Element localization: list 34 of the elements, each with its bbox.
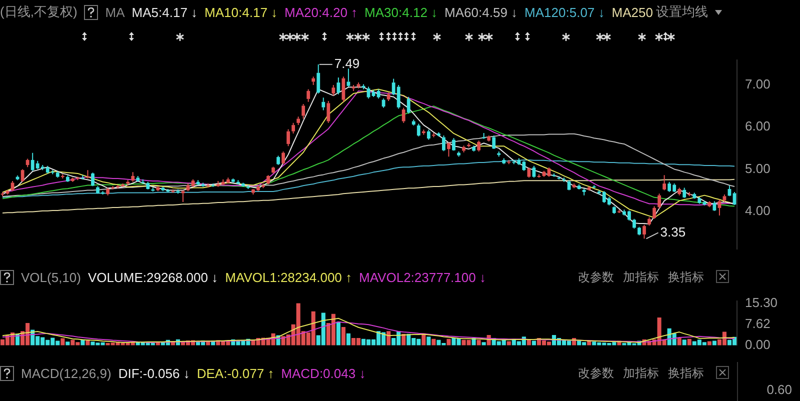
text: MA5:4.17 ↓ [132,4,198,20]
annotation: 7.49 [334,56,360,72]
y-tick-label: 0.00 [745,336,770,352]
text: 加指标 [623,268,659,286]
text: MA30:4.12 ↓ [364,4,438,20]
text: 改参数 [578,268,614,286]
text: 0.60 [766,382,792,397]
text: DEA:-0.077 ↑ [196,366,274,380]
text: VOLUME:29268.000 ↓ [88,270,218,284]
y-tick-label: 6.00 [745,118,770,134]
text: 改参数 [578,364,614,382]
text: 换指标 [668,364,704,382]
text: MA250 [612,4,653,20]
annotation: 3.35 [660,224,686,240]
text: 换指标 [668,268,704,286]
chart-subtitle: (日线,不复权) [0,3,78,21]
text: MA60:4.59 ↓ [444,4,518,20]
text: MACD(12,26,9) [21,366,112,380]
text: DIF:-0.056 ↓ [118,366,190,380]
chart-title: VOL(5,10) [21,270,81,284]
y-tick-label: 7.62 [745,316,770,331]
text: MAVOL2:23777.100 ↓ [359,270,486,284]
text: MACD:0.043 ↓ [281,366,366,380]
text: MAVOL1:28234.000 ↑ [225,270,352,284]
y-tick-label: 5.00 [745,160,770,176]
text: MA120:5.07 ↓ [524,4,605,20]
text: MA20:4.20 ↑ [284,4,358,20]
y-tick-label: 15.30 [745,294,778,310]
text: 加指标 [623,364,659,382]
text: MA10:4.17 ↓ [204,4,278,20]
text: MA [105,4,125,20]
y-tick-label: 4.00 [745,202,770,218]
y-tick-label: 7.00 [745,76,770,92]
text: 设置均线 [656,3,708,21]
